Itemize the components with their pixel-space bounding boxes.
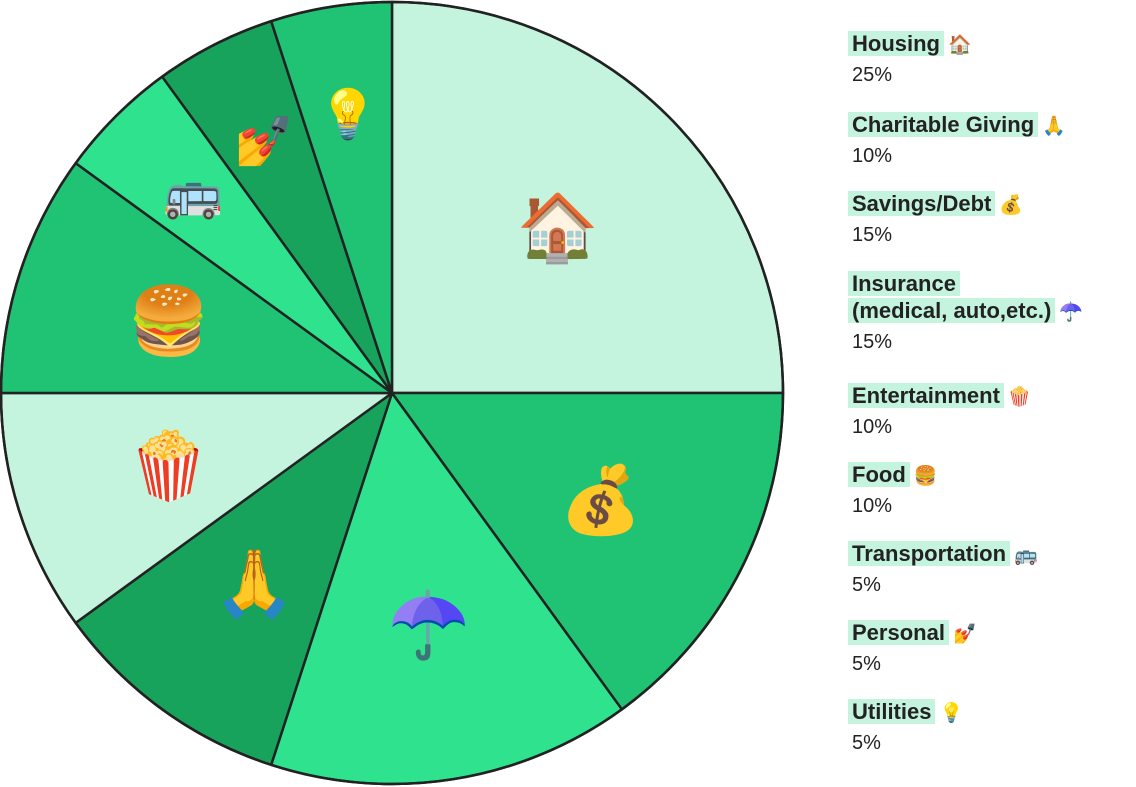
pie-outline [0, 0, 785, 786]
legend-percentage: 25% [852, 64, 893, 86]
legend-label: Food [848, 462, 910, 487]
legend-icon: 💰 [999, 195, 1024, 216]
legend-label: Entertainment [848, 383, 1004, 408]
legend-icon: 🙏 [1042, 116, 1066, 137]
slice-icon-entertainment: 🍿 [128, 428, 210, 503]
legend-percentage: 5% [852, 732, 881, 754]
legend-item-insurance-medical-auto-etc: Insurance (medical, auto,etc.) ☂️ 15% [848, 270, 1083, 354]
budget-pie-chart: 🏠 💰 ☂️ 🙏🍿 🍔 🚌💅 💡 [0, 0, 785, 786]
legend-icon: 🍔 [913, 466, 938, 487]
legend-label: Savings/Debt [848, 191, 996, 216]
legend-percentage: 15% [852, 331, 893, 353]
legend-icon: 💅 [952, 624, 977, 645]
slice-icon-food: 🍔 [128, 284, 210, 359]
legend-label: Personal [848, 620, 949, 645]
legend-label: (medical, auto,etc.) [848, 298, 1056, 323]
slice-icon-transportation: 🚌 [163, 167, 223, 220]
legend-label: Charitable Giving [848, 112, 1039, 137]
legend-icon: 🍿 [1007, 387, 1032, 408]
legend-icon: 🏠 [948, 35, 972, 56]
legend-item-housing: Housing 🏠 25% [848, 30, 972, 87]
legend-item-personal: Personal 💅 5% [848, 619, 977, 676]
legend-icon: 💡 [939, 703, 964, 724]
slice-icon-personal: 💅 [234, 116, 294, 169]
legend-percentage: 5% [852, 574, 881, 596]
legend-item-charitable-giving: Charitable Giving 🙏 10% [848, 111, 1066, 168]
legend-item-entertainment: Entertainment 🍿 10% [848, 382, 1032, 439]
legend-percentage: 10% [852, 495, 893, 517]
legend-label: Transportation [848, 541, 1011, 566]
slice-icon-utilities: 💡 [318, 86, 378, 141]
legend-label: Insurance [848, 271, 960, 296]
slice-icon-housing: 🏠 [517, 190, 599, 265]
slice-icon-savings-debt: 💰 [560, 463, 642, 540]
legend-percentage: 15% [852, 224, 893, 246]
legend-percentage: 10% [852, 145, 893, 167]
legend-item-transportation: Transportation 🚌 5% [848, 540, 1038, 597]
slice-icon-charitable-giving: 🙏 [213, 546, 295, 621]
legend-percentage: 5% [852, 653, 881, 675]
legend-percentage: 10% [852, 416, 893, 438]
legend-icon: 🚌 [1014, 545, 1038, 566]
legend-label: Utilities [848, 699, 936, 724]
legend-item-utilities: Utilities 💡 5% [848, 698, 963, 755]
slice-icon-insurance-medical-auto-etc: ☂️ [388, 588, 470, 663]
legend-item-savings-debt: Savings/Debt 💰 15% [848, 190, 1023, 247]
legend-item-food: Food 🍔 10% [848, 461, 937, 518]
legend-icon: ☂️ [1059, 302, 1083, 323]
legend-label: Housing [848, 31, 944, 56]
